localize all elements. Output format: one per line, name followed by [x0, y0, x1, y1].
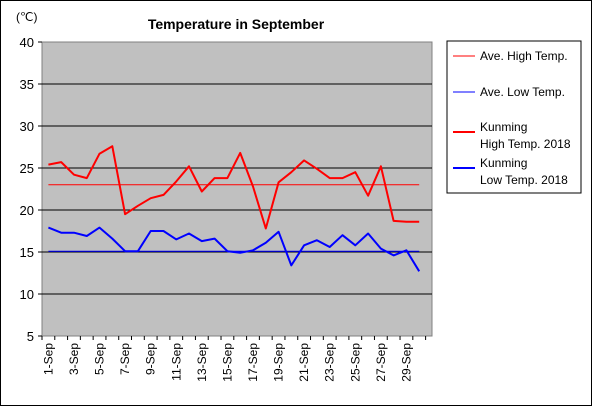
y-tick-label: 40 [20, 35, 34, 50]
legend-label-3: Kunming [480, 120, 527, 134]
y-tick-label: 25 [20, 161, 34, 176]
y-tick-label: 5 [27, 329, 34, 344]
y-tick-label: 30 [20, 119, 34, 134]
gridlines [42, 83, 432, 295]
x-tick-label: 17-Sep [246, 343, 260, 382]
x-tick-label: 11-Sep [169, 343, 183, 381]
x-tick-label: 7-Sep [118, 343, 132, 375]
x-tick-label: 13-Sep [195, 343, 209, 382]
x-tick-label: 23-Sep [323, 343, 337, 382]
x-tick-label: 9-Sep [144, 343, 158, 375]
legend-label-1: Ave. High Temp. [480, 49, 568, 63]
x-axis: 1-Sep 3-Sep 5-Sep 7-Sep 9-Sep 11-Sep 13-Sep 15-… [41, 336, 427, 382]
series-group [48, 145, 421, 272]
x-tick-label: 19-Sep [272, 343, 286, 382]
chart-title: Temperature in September [148, 16, 325, 32]
y-tick-label: 10 [20, 287, 34, 302]
legend-box [446, 40, 582, 194]
legend-label-4: Kunming [480, 156, 527, 170]
x-tick-label: 21-Sep [297, 343, 311, 382]
x-tick-label: 1-Sep [41, 343, 55, 375]
y-axis: 5 10 15 20 25 30 35 40 [20, 35, 42, 344]
legend-label-2: Ave. Low Temp. [480, 85, 565, 99]
unit-label: (℃) [16, 10, 37, 24]
x-tick-label: 25-Sep [348, 343, 362, 382]
legend-label-3: High Temp. 2018 [480, 137, 571, 151]
y-tick-label: 15 [20, 245, 34, 260]
plot-area [41, 41, 433, 337]
series-line-4 [48, 226, 421, 272]
y-tick-label: 20 [20, 203, 34, 218]
series-line-3 [48, 145, 420, 230]
x-tick-label: 3-Sep [67, 343, 81, 375]
legend: Ave. High Temp. Ave. Low Temp. Kunming High… [453, 49, 571, 187]
x-tick-label: 15-Sep [220, 343, 234, 382]
y-tick-label: 35 [20, 77, 34, 92]
x-tick-label: 29-Sep [399, 343, 413, 382]
x-tick-label: 27-Sep [374, 343, 388, 382]
legend-label-4: Low Temp. 2018 [480, 173, 568, 187]
x-tick-label: 5-Sep [93, 343, 107, 375]
